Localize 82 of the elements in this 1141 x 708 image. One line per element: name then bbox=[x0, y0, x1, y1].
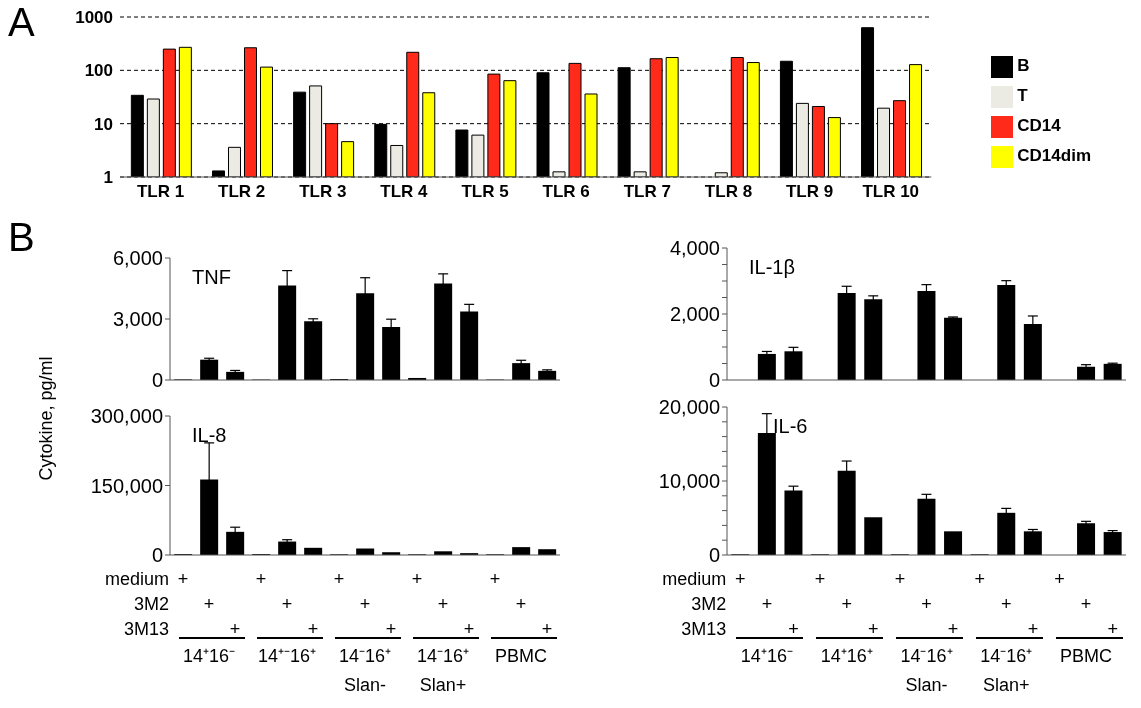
text: 14⁻16⁺ Slan- bbox=[338, 646, 392, 695]
chart-title: IL-6 bbox=[773, 415, 808, 438]
text: 3M2 bbox=[691, 594, 727, 614]
text: 14⁻16⁺ Slan- bbox=[900, 646, 953, 695]
x-tick-label: TLR 7 bbox=[623, 182, 671, 202]
text: PBMC bbox=[494, 646, 547, 666]
legend-label: B bbox=[1017, 56, 1030, 75]
x-tick-label: TLR 1 bbox=[136, 182, 185, 202]
text: + bbox=[973, 569, 986, 589]
y-tick-label: 20,000 bbox=[658, 396, 720, 419]
text: 14⁻16⁺ Slan+ bbox=[416, 646, 470, 695]
text: + bbox=[1053, 569, 1066, 589]
x-tick-label: TLR 4 bbox=[380, 182, 429, 202]
x-tick-label: TLR 3 bbox=[299, 182, 347, 202]
text: 14⁺16⁺ bbox=[820, 646, 873, 666]
text: + bbox=[1000, 594, 1013, 614]
text: + bbox=[410, 569, 424, 589]
text: + bbox=[946, 619, 960, 639]
text: A bbox=[8, 0, 35, 45]
text: + bbox=[1026, 619, 1040, 639]
text: + bbox=[787, 619, 800, 639]
y-tick-label: 100 bbox=[84, 61, 113, 81]
text: + bbox=[840, 594, 853, 614]
chart-title: IL-8 bbox=[192, 424, 227, 447]
x-tick-label: TLR 8 bbox=[704, 182, 753, 202]
text: + bbox=[280, 594, 294, 614]
text: 3M13 bbox=[123, 619, 169, 639]
text: + bbox=[514, 594, 528, 614]
legend-label: CD14 bbox=[1017, 116, 1061, 135]
y-tick-label: 4,000 bbox=[669, 237, 720, 260]
y-tick-label: 0 bbox=[708, 369, 720, 392]
y-tick-label: 1000 bbox=[75, 8, 113, 28]
text: + bbox=[462, 619, 476, 639]
text: + bbox=[893, 569, 907, 589]
chart-title: TNF bbox=[192, 266, 231, 289]
text: 3M2 bbox=[133, 594, 169, 614]
text: 14⁺16⁻ bbox=[182, 646, 236, 666]
text: + bbox=[1079, 594, 1093, 614]
text: + bbox=[867, 619, 880, 639]
chart-title: IL-1β bbox=[749, 256, 795, 279]
text: medium bbox=[662, 569, 727, 589]
y-tick-label: 150,000 bbox=[90, 474, 163, 497]
text: 3M13 bbox=[681, 619, 727, 639]
text: + bbox=[488, 569, 502, 589]
text: + bbox=[384, 619, 398, 639]
text: + bbox=[540, 619, 554, 639]
text: B bbox=[8, 215, 35, 260]
text: + bbox=[920, 594, 933, 614]
y-tick-label: 10,000 bbox=[658, 470, 720, 493]
legend-label: T bbox=[1017, 86, 1028, 105]
text: 14⁺⁻16⁺ bbox=[257, 646, 317, 666]
text: + bbox=[436, 594, 450, 614]
text: + bbox=[358, 594, 372, 614]
text: + bbox=[1106, 619, 1119, 639]
text: 14⁺16⁻ bbox=[740, 646, 793, 666]
x-tick-label: TLR 2 bbox=[218, 182, 266, 202]
y-tick-label: 300,000 bbox=[90, 405, 163, 428]
text: PBMC bbox=[1060, 646, 1113, 666]
y-tick-label: 0 bbox=[151, 369, 163, 392]
legend-label: CD14dim bbox=[1017, 146, 1091, 165]
x-tick-label: TLR 6 bbox=[542, 182, 590, 202]
text: + bbox=[306, 619, 320, 639]
text: + bbox=[228, 619, 242, 639]
text: + bbox=[813, 569, 827, 589]
text: + bbox=[760, 594, 774, 614]
text: + bbox=[735, 569, 746, 589]
y-tick-label: 3,000 bbox=[112, 308, 163, 331]
y-tick-label: 0 bbox=[151, 544, 163, 567]
y-tick-label: 1 bbox=[103, 168, 113, 188]
y-tick-label: 6,000 bbox=[112, 247, 163, 270]
x-tick-label: TLR 5 bbox=[461, 182, 509, 202]
text: + bbox=[177, 569, 189, 589]
text: + bbox=[254, 569, 268, 589]
x-tick-label: TLR 10 bbox=[862, 182, 920, 202]
y-tick-label: 2,000 bbox=[669, 303, 720, 326]
text: + bbox=[332, 569, 346, 589]
x-tick-label: TLR 9 bbox=[786, 182, 834, 202]
text: medium bbox=[104, 569, 169, 589]
y-tick-label: 10 bbox=[94, 114, 113, 134]
y-axis-title: Cytokine, pg/ml bbox=[35, 355, 57, 483]
y-tick-label: 0 bbox=[708, 544, 720, 567]
text: + bbox=[202, 594, 216, 614]
